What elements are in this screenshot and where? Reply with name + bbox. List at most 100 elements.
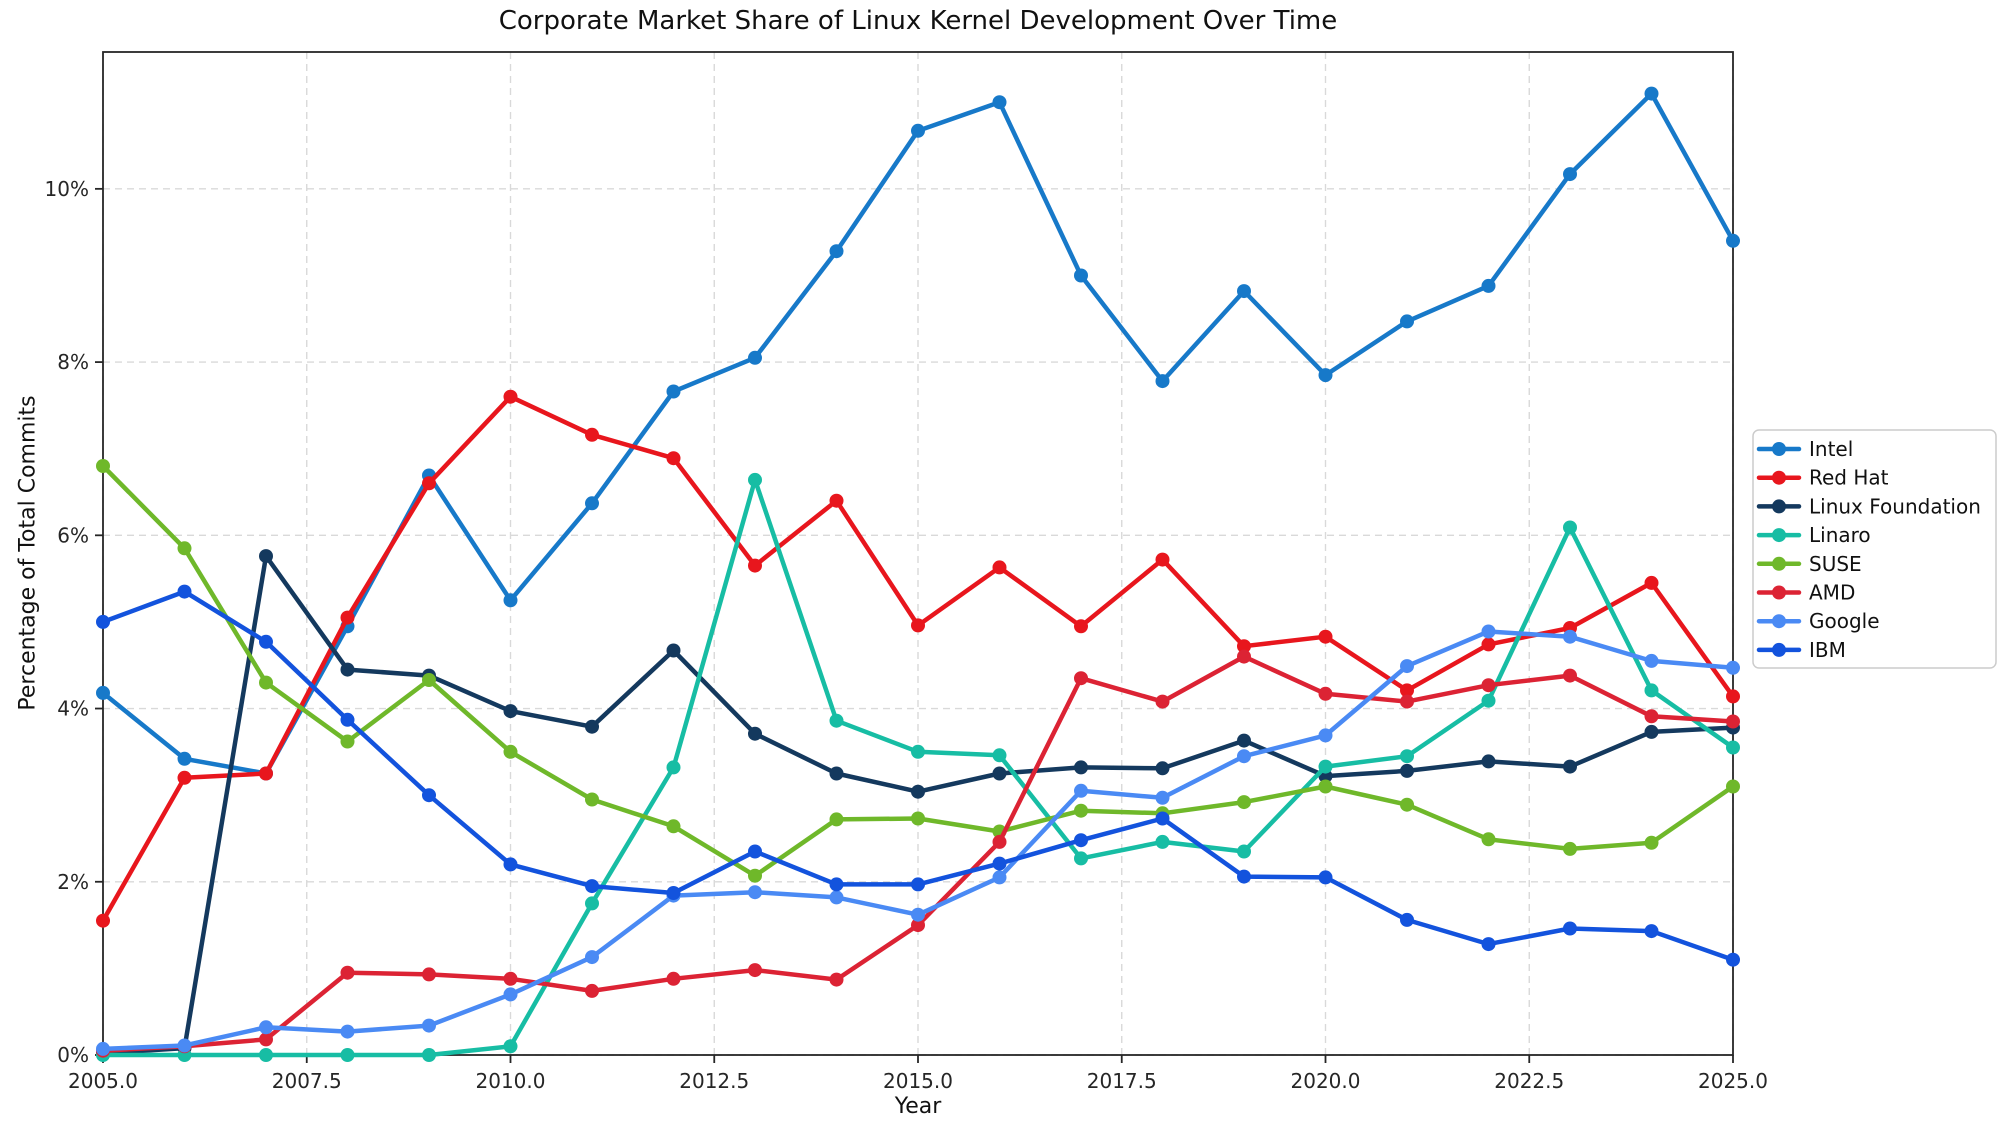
data-point-intel [1074, 268, 1088, 283]
data-point-suse [1237, 795, 1251, 810]
data-point-google [1318, 728, 1333, 743]
data-point-intel [992, 95, 1007, 110]
data-point-linaro [1644, 683, 1659, 698]
data-point-red-hat [829, 493, 844, 508]
legend-marker-dot [1772, 442, 1786, 456]
data-point-google [1644, 653, 1659, 668]
data-point-red-hat [585, 427, 599, 442]
chart-title: Corporate Market Share of Linux Kernel D… [498, 6, 1338, 36]
data-point-ibm [1563, 921, 1577, 936]
data-point-ibm [1481, 937, 1496, 952]
data-point-google [1481, 624, 1496, 639]
data-point-suse [177, 541, 192, 556]
data-point-intel [1563, 167, 1577, 182]
data-point-linux-foundation [585, 719, 599, 734]
data-point-suse [585, 792, 599, 807]
data-point-amd [1237, 649, 1251, 664]
data-point-amd [911, 918, 925, 933]
data-point-google [259, 1020, 273, 1035]
data-point-amd [422, 967, 436, 982]
data-point-red-hat [1726, 689, 1740, 704]
x-axis: 2005.0 2007.5 2010.0 2012.5 2015.0 2017.5 2020… [68, 1055, 1768, 1093]
legend-label: Intel [1809, 437, 1853, 461]
legend-marker-dot [1772, 556, 1786, 571]
data-point-linaro [1074, 851, 1088, 866]
legend-marker-dot [1772, 499, 1786, 514]
series-ibm [96, 584, 1740, 967]
data-point-linaro [1726, 740, 1740, 755]
data-point-linaro [340, 1048, 355, 1062]
legend-marker-dot [1772, 470, 1786, 485]
series-linaro [96, 472, 1740, 1062]
data-point-google [911, 907, 925, 922]
data-point-red-hat [911, 618, 925, 633]
data-point-google [829, 890, 844, 905]
data-point-ibm [1644, 924, 1659, 939]
data-point-google [1237, 749, 1251, 764]
legend-marker-dot [1772, 614, 1786, 629]
data-point-amd [1481, 678, 1496, 693]
data-point-linux-foundation [992, 766, 1007, 781]
x-tick-label: 2012.5 [679, 1069, 749, 1093]
data-point-red-hat [96, 913, 110, 928]
data-point-linux-foundation [1237, 733, 1251, 748]
data-point-ibm [911, 877, 925, 892]
data-point-suse [1726, 779, 1740, 794]
data-point-ibm [259, 634, 273, 649]
data-point-red-hat [177, 770, 192, 785]
data-point-intel [585, 496, 599, 511]
data-point-google [503, 987, 518, 1002]
data-point-google [1155, 790, 1170, 805]
data-point-google [422, 1018, 436, 1033]
y-tick-label: 10% [45, 177, 89, 201]
data-point-red-hat [1481, 637, 1496, 652]
data-point-linux-foundation [1400, 763, 1414, 778]
data-point-suse [422, 673, 436, 687]
data-point-amd [748, 963, 762, 978]
data-point-amd [503, 971, 518, 986]
data-point-linux-foundation [829, 766, 844, 781]
data-point-red-hat [1400, 683, 1414, 698]
data-point-suse [911, 811, 925, 826]
data-point-linaro [1481, 693, 1496, 708]
x-axis-label: Year [894, 1094, 942, 1119]
data-point-linux-foundation [666, 643, 681, 658]
legend-item-amd: AMD [1756, 581, 1855, 605]
legend-item-red-hat: Red Hat [1756, 466, 1889, 490]
y-tick-label: 0% [57, 1043, 89, 1067]
x-tick-label: 2017.5 [1087, 1069, 1157, 1093]
data-point-ibm [666, 886, 681, 900]
data-point-ibm [585, 879, 599, 894]
data-point-ibm [340, 712, 355, 727]
data-point-linaro [748, 472, 762, 487]
data-point-google [177, 1038, 192, 1053]
data-point-linux-foundation [340, 662, 355, 677]
data-point-amd [585, 983, 599, 998]
data-point-linaro [422, 1048, 436, 1062]
data-point-suse [1563, 841, 1577, 856]
data-point-linaro [585, 896, 599, 911]
data-point-linaro [1400, 749, 1414, 764]
legend-label: Linux Foundation [1809, 494, 1981, 518]
legend-label: Linaro [1809, 523, 1871, 547]
data-point-linux-foundation [911, 784, 925, 799]
data-point-suse [340, 734, 355, 749]
data-point-ibm [1155, 811, 1170, 826]
y-tick-label: 6% [57, 523, 89, 547]
data-point-linaro [666, 760, 681, 775]
legend-item-google: Google [1756, 609, 1880, 633]
data-point-ibm [748, 844, 762, 859]
data-point-linux-foundation [1644, 724, 1659, 739]
legend-item-linux-foundation: Linux Foundation [1756, 494, 1981, 518]
data-point-intel [1481, 278, 1496, 293]
legend-label: Google [1809, 609, 1880, 633]
data-point-intel [1400, 314, 1414, 329]
data-point-red-hat [1074, 619, 1088, 634]
data-point-linux-foundation [748, 726, 762, 741]
x-tick-label: 2005.0 [68, 1069, 138, 1093]
x-tick-label: 2015.0 [883, 1069, 953, 1093]
data-point-ibm [96, 614, 110, 629]
data-point-intel [666, 384, 681, 399]
data-point-linaro [503, 1039, 518, 1054]
